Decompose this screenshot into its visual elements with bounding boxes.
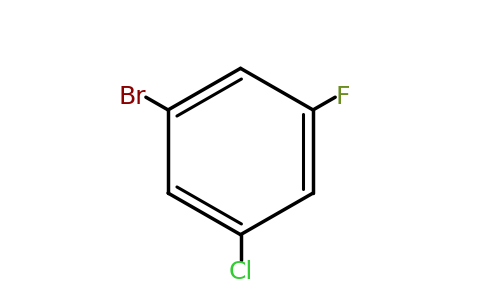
Text: Cl: Cl — [228, 260, 253, 284]
Text: F: F — [335, 85, 349, 109]
Text: Br: Br — [118, 85, 146, 109]
